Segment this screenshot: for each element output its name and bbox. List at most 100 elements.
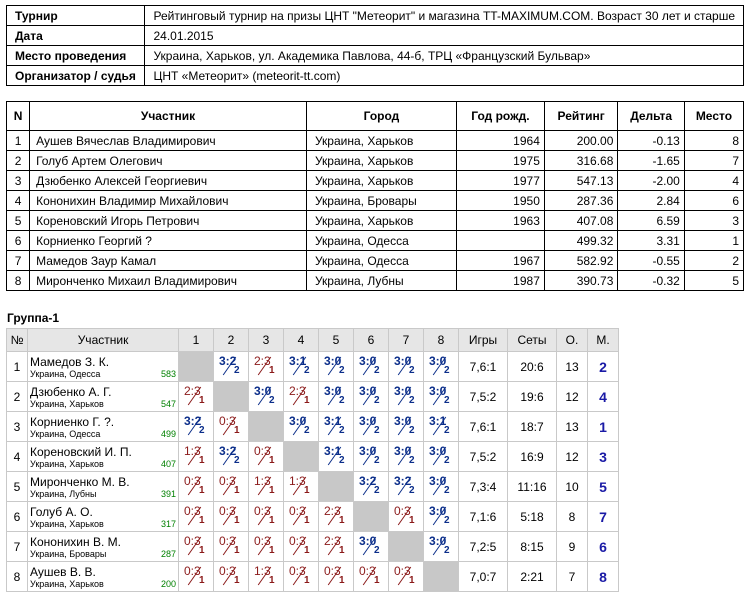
participant-birth-year: 1963 — [455, 210, 545, 231]
score-mark: 0:3 1 — [286, 532, 316, 558]
score-points: 1 — [234, 545, 240, 556]
player-name: Корниенко Г. ?. — [30, 415, 115, 429]
participant-name: Аушев Вячеслав Владимирович — [29, 130, 307, 151]
info-key: Организатор / судья — [5, 65, 146, 86]
score-mark: 3:0 2 — [356, 352, 386, 378]
score-mark: 0:3 1 — [216, 502, 246, 528]
score-sets: 3:0 — [429, 384, 447, 398]
player-cell: Кононихин В. М. Украина, Бровары 287 — [27, 531, 179, 562]
table-row: 6 Голуб А. О. Украина, Харьков 317 0:3 1 0:3 1 0… — [6, 501, 619, 532]
player-name: Дзюбенко А. Г. — [30, 385, 112, 399]
group-header: О. — [556, 328, 588, 352]
player-city: Украина, Харьков — [30, 399, 104, 409]
score-sets: 3:1 — [324, 414, 342, 428]
group-crosstable: № Участник 1 2 3 4 5 6 7 8 Игры Сеты О. М. 1 Мамедов З… — [6, 328, 619, 592]
match-score: 3:0 2 — [353, 411, 389, 442]
match-score: 3:0 2 — [423, 381, 459, 412]
score-sets: 3:0 — [429, 354, 447, 368]
match-score: 0:3 1 — [213, 411, 249, 442]
participant-city: Украина, Харьков — [305, 210, 457, 231]
match-score: 3:0 2 — [423, 471, 459, 502]
row-number: 6 — [6, 501, 28, 532]
score-sets: 0:3 — [219, 534, 236, 548]
match-score: 3:1 2 — [318, 411, 354, 442]
participant-delta: 6.59 — [617, 210, 685, 231]
score-sets: 3:2 — [219, 444, 237, 458]
score-mark: 0:3 1 — [181, 562, 211, 588]
match-score: 0:3 1 — [178, 531, 214, 562]
table-row: 3 Дзюбенко Алексей Георгиевич Украина, Хар… — [5, 170, 745, 191]
score-mark: 3:1 2 — [321, 442, 351, 468]
score-sets: 0:3 — [219, 504, 236, 518]
score-points: 2 — [444, 365, 450, 376]
sets-cell: 8:15 — [507, 531, 557, 562]
games-cell: 7,5:2 — [458, 381, 508, 412]
participant-place: 2 — [683, 250, 745, 271]
score-points: 1 — [304, 575, 310, 586]
score-sets: 0:3 — [394, 564, 411, 578]
score-sets: 3:0 — [359, 534, 377, 548]
self-cell — [423, 561, 459, 592]
score-points: 1 — [304, 515, 310, 526]
sets-cell: 19:6 — [507, 381, 557, 412]
info-row: Организатор / судья ЦНТ «Метеорит» (meteo… — [5, 65, 744, 86]
participant-name: Кореновский Игорь Петрович — [29, 210, 307, 231]
match-score: 3:0 2 — [283, 411, 319, 442]
score-sets: 0:3 — [254, 444, 271, 458]
match-score: 3:0 2 — [353, 381, 389, 412]
table-row: 3 Корниенко Г. ?. Украина, Одесса 499 3:2 2 0:… — [6, 411, 619, 442]
points-cell: 12 — [556, 441, 588, 472]
score-sets: 0:3 — [394, 504, 411, 518]
participant-rating: 407.08 — [543, 210, 619, 231]
score-mark: 0:3 1 — [216, 532, 246, 558]
participant-name: Миронченко Михаил Владимирович — [29, 270, 307, 291]
participant-delta: -0.55 — [617, 250, 685, 271]
score-points: 1 — [304, 545, 310, 556]
participant-number: 8 — [5, 270, 31, 291]
score-mark: 3:0 2 — [426, 382, 456, 408]
score-points: 1 — [269, 365, 275, 376]
score-mark: 0:3 1 — [216, 562, 246, 588]
group-header: М. — [587, 328, 619, 352]
table-row: 2 Дзюбенко А. Г. Украина, Харьков 547 2:3 1 3:… — [6, 381, 619, 412]
participant-rating: 287.36 — [543, 190, 619, 211]
place-cell: 4 — [587, 381, 619, 412]
match-score: 3:2 2 — [353, 471, 389, 502]
match-score: 3:1 2 — [283, 351, 319, 382]
score-mark: 2:3 1 — [286, 382, 316, 408]
group-header: № — [6, 328, 28, 352]
score-points: 1 — [234, 515, 240, 526]
score-mark: 0:3 1 — [356, 562, 386, 588]
score-sets: 1:3 — [184, 444, 201, 458]
self-cell — [388, 531, 424, 562]
participants-header: Год рожд. — [455, 101, 545, 131]
match-score: 3:0 2 — [388, 441, 424, 472]
self-cell — [213, 381, 249, 412]
participant-city: Украина, Харьков — [305, 150, 457, 171]
match-score: 0:3 1 — [388, 561, 424, 592]
match-score: 0:3 1 — [213, 561, 249, 592]
match-score: 3:0 2 — [318, 351, 354, 382]
score-sets: 3:0 — [394, 414, 412, 428]
points-cell: 10 — [556, 471, 588, 502]
match-score: 3:0 2 — [423, 531, 459, 562]
score-mark: 3:0 2 — [391, 352, 421, 378]
score-mark: 0:3 1 — [216, 472, 246, 498]
sets-cell: 11:16 — [507, 471, 557, 502]
info-value: 24.01.2015 — [144, 25, 744, 46]
score-mark: 3:0 2 — [356, 442, 386, 468]
sets-cell: 20:6 — [507, 351, 557, 382]
score-sets: 3:0 — [324, 384, 342, 398]
score-sets: 2:3 — [289, 384, 306, 398]
score-sets: 3:1 — [324, 444, 342, 458]
score-mark: 0:3 1 — [181, 472, 211, 498]
score-sets: 3:0 — [359, 354, 377, 368]
score-mark: 3:0 2 — [321, 382, 351, 408]
match-score: 1:3 1 — [178, 441, 214, 472]
participant-place: 7 — [683, 150, 745, 171]
place-cell: 6 — [587, 531, 619, 562]
score-sets: 1:3 — [254, 564, 271, 578]
score-sets: 3:0 — [429, 474, 447, 488]
self-cell — [283, 441, 319, 472]
participant-rating: 499.32 — [543, 230, 619, 251]
